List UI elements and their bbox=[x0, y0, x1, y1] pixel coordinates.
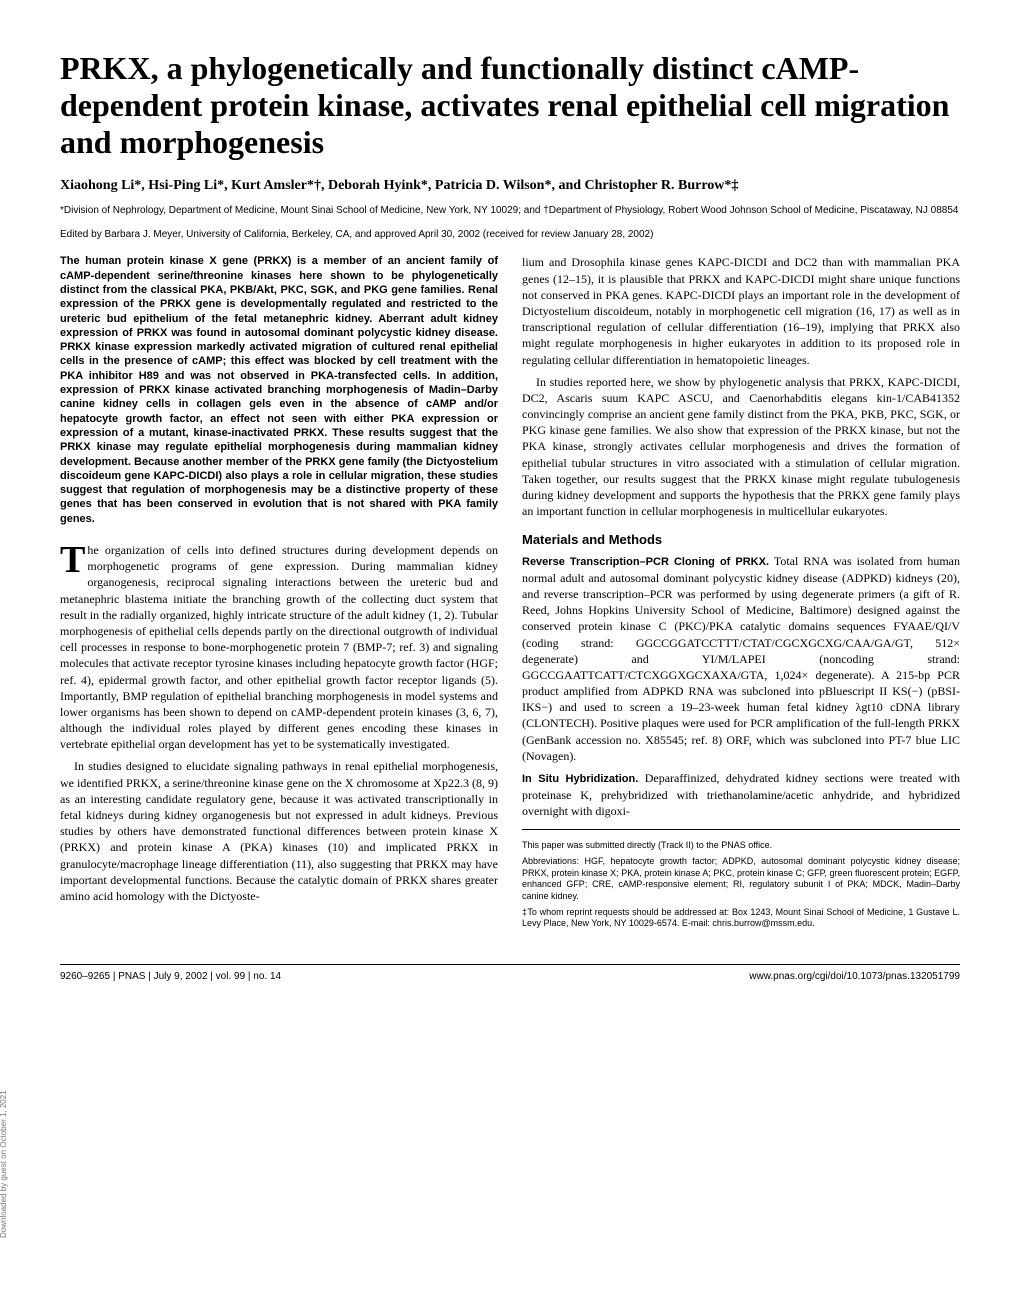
affiliations: *Division of Nephrology, Department of M… bbox=[60, 204, 960, 217]
footer-right: www.pnas.org/cgi/doi/10.1073/pnas.132051… bbox=[749, 971, 960, 982]
intro-para-1: The organization of cells into defined s… bbox=[60, 542, 498, 752]
intro-para-2: In studies designed to elucidate signali… bbox=[60, 758, 498, 904]
authors-line: Xiaohong Li*, Hsi-Ping Li*, Kurt Amsler*… bbox=[60, 178, 960, 194]
dropcap: T bbox=[60, 542, 87, 576]
left-column: The human protein kinase X gene (PRKX) i… bbox=[60, 254, 498, 934]
right-column: lium and Drosophila kinase genes KAPC-DI… bbox=[522, 254, 960, 934]
methods-subhead-2: In Situ Hybridization. bbox=[522, 773, 638, 785]
methods-subhead-1: Reverse Transcription–PCR Cloning of PRK… bbox=[522, 556, 769, 568]
article-title: PRKX, a phylogenetically and functionall… bbox=[60, 50, 960, 160]
methods-para-2: In Situ Hybridization. Deparaffinized, d… bbox=[522, 770, 960, 819]
right-para-2: In studies reported here, we show by phy… bbox=[522, 374, 960, 520]
download-watermark: Downloaded by guest on October 1, 2021 bbox=[0, 1090, 8, 1238]
edited-by-line: Edited by Barbara J. Meyer, University o… bbox=[60, 229, 960, 240]
footnote-1: This paper was submitted directly (Track… bbox=[522, 840, 960, 852]
intro-para-1-text: he organization of cells into defined st… bbox=[60, 543, 498, 751]
abstract: The human protein kinase X gene (PRKX) i… bbox=[60, 254, 498, 526]
footer-left: 9260–9265 | PNAS | July 9, 2002 | vol. 9… bbox=[60, 971, 281, 982]
methods-text-1: Total RNA was isolated from human normal… bbox=[522, 554, 960, 763]
methods-para-1: Reverse Transcription–PCR Cloning of PRK… bbox=[522, 553, 960, 764]
two-column-body: The human protein kinase X gene (PRKX) i… bbox=[60, 254, 960, 934]
materials-methods-heading: Materials and Methods bbox=[522, 531, 960, 549]
right-para-1: lium and Drosophila kinase genes KAPC-DI… bbox=[522, 254, 960, 367]
footnotes: This paper was submitted directly (Track… bbox=[522, 840, 960, 930]
footnote-3: ‡To whom reprint requests should be addr… bbox=[522, 907, 960, 930]
footnote-2: Abbreviations: HGF, hepatocyte growth fa… bbox=[522, 856, 960, 903]
footnote-divider bbox=[522, 829, 960, 830]
page-footer: 9260–9265 | PNAS | July 9, 2002 | vol. 9… bbox=[60, 964, 960, 982]
